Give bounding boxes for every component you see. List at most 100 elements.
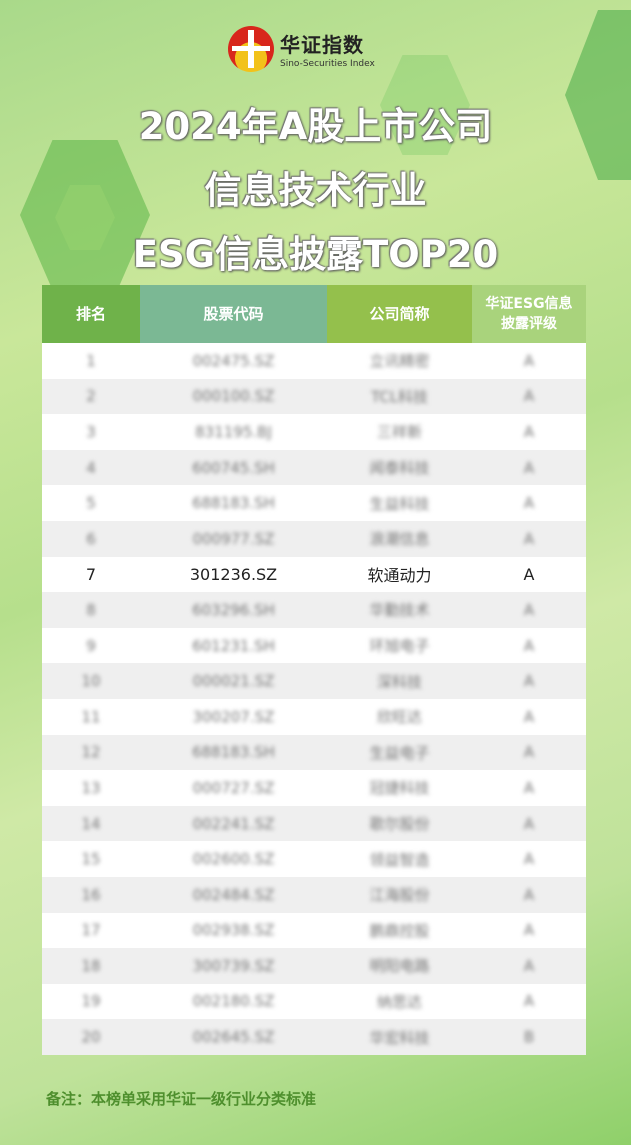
rank-cell: 17 xyxy=(42,912,140,949)
company-name-cell: 浪潮信息 xyxy=(327,520,472,557)
stock-code-cell-text: 688183.SH xyxy=(192,743,275,762)
rating-cell-text: A xyxy=(523,600,535,619)
company-name-cell-text: 浪潮信息 xyxy=(369,530,430,549)
stock-code-cell-text: 000727.SZ xyxy=(192,778,275,797)
rating-cell-text: A xyxy=(523,814,535,833)
rank-cell-text: 12 xyxy=(81,743,101,762)
rating-cell: A xyxy=(472,663,586,699)
table-row: 16 002484.SZ 江海股份 A xyxy=(42,876,586,913)
stock-code-cell: 300739.SZ xyxy=(140,948,327,984)
company-name-cell-text: 生益电子 xyxy=(369,743,430,762)
rank-cell: 19 xyxy=(42,983,140,1020)
rating-cell-text: A xyxy=(523,387,535,406)
rank-cell: 14 xyxy=(42,805,140,842)
rating-cell-text: A xyxy=(523,743,535,762)
rating-cell: A xyxy=(472,556,586,593)
rank-cell-text: 3 xyxy=(86,422,96,441)
company-name-cell: 生益科技 xyxy=(327,485,472,521)
rank-cell: 10 xyxy=(42,663,140,699)
rating-cell: A xyxy=(472,876,586,913)
company-name-cell-text: 纳思达 xyxy=(376,992,422,1011)
rating-cell: A xyxy=(472,378,586,415)
company-name-cell-text: 生益科技 xyxy=(369,494,430,513)
stock-code-cell-text: 002938.SZ xyxy=(192,921,275,940)
title-line-1: 2024年A股上市公司 xyxy=(138,105,493,148)
stock-code-cell: 002600.SZ xyxy=(140,841,327,877)
stock-code-cell-text: 601231.SH xyxy=(192,636,275,655)
logo-name-en: Sino-Securities Index xyxy=(280,59,375,69)
logo: 华证指数 Sino-Securities Index xyxy=(228,26,375,72)
stock-code-cell: 002484.SZ xyxy=(140,876,327,913)
stock-code-cell: 002180.SZ xyxy=(140,983,327,1020)
rank-cell-text: 5 xyxy=(86,494,96,513)
rank-cell: 16 xyxy=(42,876,140,913)
logo-icon xyxy=(228,26,274,72)
stock-code-cell: 603296.SH xyxy=(140,592,327,628)
rating-cell-text: A xyxy=(523,778,535,797)
company-name-cell: 华宏科技 xyxy=(327,1019,472,1055)
table-header-row: 排名 股票代码 公司简称 华证ESG信息披露评级 xyxy=(42,285,586,343)
company-name-cell: 冠捷科技 xyxy=(327,770,472,806)
rating-cell-text: B xyxy=(523,1028,535,1047)
table-row: 19 002180.SZ 纳思达 A xyxy=(42,983,586,1020)
rating-cell-text: A xyxy=(523,351,535,370)
rank-cell-text: 13 xyxy=(81,778,101,797)
rank-cell: 1 xyxy=(42,343,140,379)
company-name-cell: 生益电子 xyxy=(327,734,472,771)
stock-code-cell-text: 002241.SZ xyxy=(192,814,275,833)
header-rank: 排名 xyxy=(42,285,140,343)
rating-cell: A xyxy=(472,520,586,557)
rating-cell: A xyxy=(472,449,586,486)
rating-cell-text: A xyxy=(523,458,535,477)
rank-cell: 11 xyxy=(42,698,140,735)
company-name-cell-text: 软通动力 xyxy=(367,566,432,586)
company-name-cell: 鹏鼎控股 xyxy=(327,912,472,949)
company-name-cell-text: 明阳电路 xyxy=(369,957,430,976)
rating-cell: A xyxy=(472,627,586,664)
company-name-cell-text: 三祥新 xyxy=(376,423,422,442)
company-name-cell: 三祥新 xyxy=(327,414,472,450)
stock-code-cell: 002241.SZ xyxy=(140,805,327,842)
company-name-cell: 华勤技术 xyxy=(327,592,472,628)
ranking-table: 排名 股票代码 公司简称 华证ESG信息披露评级 1 002475.SZ 立讯精密 A 2 00… xyxy=(42,285,586,1055)
rating-cell-text: A xyxy=(523,529,535,548)
rank-cell: 3 xyxy=(42,414,140,450)
table-row: 3 831195.BJ 三祥新 A xyxy=(42,414,586,450)
company-name-cell-text: 歌尔股份 xyxy=(369,815,430,834)
stock-code-cell-text: 831195.BJ xyxy=(195,422,272,441)
stock-code-cell-text: 002475.SZ xyxy=(192,351,275,370)
rank-cell-text: 11 xyxy=(81,707,101,726)
stock-code-cell: 000977.SZ xyxy=(140,520,327,557)
company-name-cell: 软通动力 xyxy=(327,556,472,593)
rating-cell: A xyxy=(472,841,586,877)
header-company-name: 公司简称 xyxy=(327,285,472,343)
stock-code-cell-text: 603296.SH xyxy=(192,600,275,619)
stock-code-cell: 688183.SH xyxy=(140,485,327,521)
rank-cell-text: 1 xyxy=(86,351,96,370)
table-row: 18 300739.SZ 明阳电路 A xyxy=(42,948,586,984)
company-name-cell-text: TCL科技 xyxy=(370,387,429,406)
rank-cell: 7 xyxy=(42,556,140,593)
stock-code-cell: 002475.SZ xyxy=(140,343,327,379)
rating-cell: B xyxy=(472,1019,586,1055)
rank-cell-text: 20 xyxy=(81,1028,101,1047)
rank-cell: 8 xyxy=(42,592,140,628)
rank-cell-text: 16 xyxy=(81,885,101,904)
table-row: 8 603296.SH 华勤技术 A xyxy=(42,592,586,628)
company-name-cell: 江海股份 xyxy=(327,876,472,913)
table-row: 14 002241.SZ 歌尔股份 A xyxy=(42,805,586,842)
rank-cell: 20 xyxy=(42,1019,140,1055)
rank-cell: 6 xyxy=(42,520,140,557)
rank-cell: 13 xyxy=(42,770,140,806)
table-row: 4 600745.SH 闻泰科技 A xyxy=(42,449,586,486)
table-row: 12 688183.SH 生益电子 A xyxy=(42,734,586,771)
company-name-cell: 领益智造 xyxy=(327,841,472,877)
rating-cell-text: A xyxy=(523,921,535,940)
stock-code-cell-text: 000977.SZ xyxy=(192,529,275,548)
rank-cell: 5 xyxy=(42,485,140,521)
rating-cell-text: A xyxy=(523,850,535,869)
company-name-cell: 明阳电路 xyxy=(327,948,472,984)
rating-cell: A xyxy=(472,485,586,521)
rating-cell: A xyxy=(472,912,586,949)
rating-cell-text: A xyxy=(523,672,535,691)
